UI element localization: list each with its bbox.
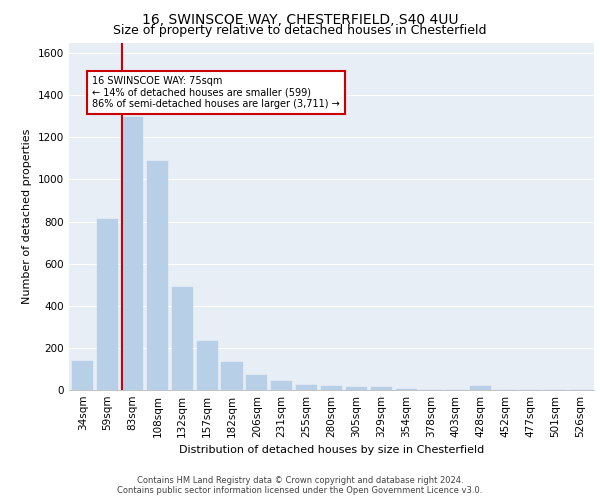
Bar: [395, 389, 417, 390]
Bar: [246, 374, 268, 390]
Text: Size of property relative to detached houses in Chesterfield: Size of property relative to detached ho…: [113, 24, 487, 37]
Text: 16 SWINSCOE WAY: 75sqm
← 14% of detached houses are smaller (599)
86% of semi-de: 16 SWINSCOE WAY: 75sqm ← 14% of detached…: [92, 76, 340, 110]
Bar: [346, 387, 367, 390]
Bar: [271, 381, 292, 390]
Text: 16, SWINSCOE WAY, CHESTERFIELD, S40 4UU: 16, SWINSCOE WAY, CHESTERFIELD, S40 4UU: [142, 12, 458, 26]
Bar: [470, 386, 491, 390]
Bar: [172, 287, 193, 390]
Bar: [147, 162, 168, 390]
Bar: [122, 118, 143, 390]
Bar: [321, 386, 342, 390]
Bar: [72, 360, 93, 390]
Text: Contains HM Land Registry data © Crown copyright and database right 2024.: Contains HM Land Registry data © Crown c…: [137, 476, 463, 485]
X-axis label: Distribution of detached houses by size in Chesterfield: Distribution of detached houses by size …: [179, 446, 484, 456]
Bar: [371, 388, 392, 390]
Bar: [296, 384, 317, 390]
Bar: [221, 362, 242, 390]
Y-axis label: Number of detached properties: Number of detached properties: [22, 128, 32, 304]
Bar: [197, 340, 218, 390]
Bar: [97, 220, 118, 390]
Text: Contains public sector information licensed under the Open Government Licence v3: Contains public sector information licen…: [118, 486, 482, 495]
